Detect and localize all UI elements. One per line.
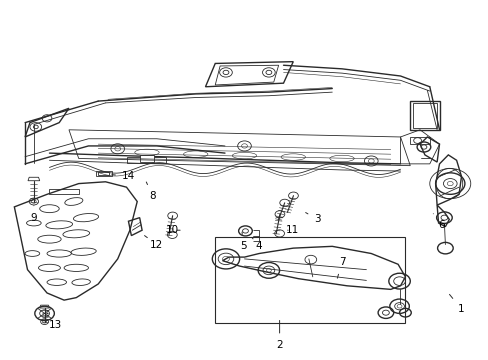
Text: 10: 10: [166, 225, 180, 235]
Polygon shape: [140, 155, 154, 162]
Text: 9: 9: [30, 206, 37, 222]
Text: 5: 5: [239, 232, 246, 251]
Text: 11: 11: [285, 225, 298, 235]
Text: 4: 4: [251, 237, 262, 251]
Text: 8: 8: [146, 182, 156, 201]
Text: 14: 14: [112, 171, 135, 181]
Bar: [49, 189, 79, 194]
Text: 7: 7: [337, 257, 345, 278]
Text: 6: 6: [432, 214, 445, 230]
Text: 12: 12: [144, 235, 163, 249]
Text: 1: 1: [448, 294, 464, 314]
Text: 3: 3: [305, 212, 320, 224]
Bar: [215, 237, 405, 323]
Text: 2: 2: [276, 320, 283, 350]
Text: 13: 13: [47, 313, 62, 330]
